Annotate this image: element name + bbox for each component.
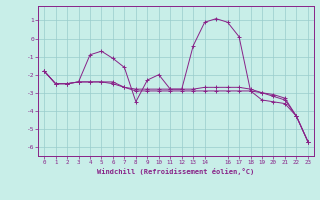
X-axis label: Windchill (Refroidissement éolien,°C): Windchill (Refroidissement éolien,°C): [97, 168, 255, 175]
